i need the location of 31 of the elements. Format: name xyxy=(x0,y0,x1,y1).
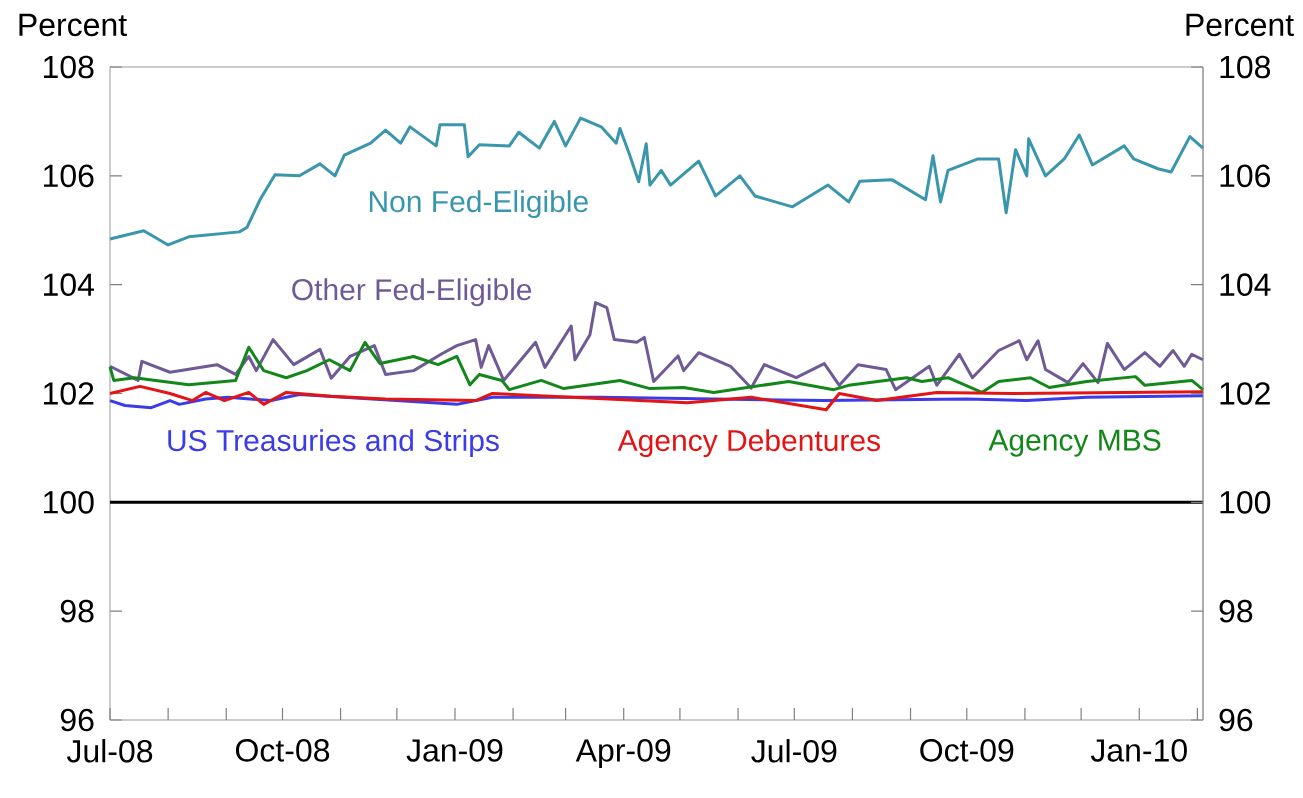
y-tick-label: 98 xyxy=(60,599,94,623)
y-tick-label: 108 xyxy=(44,55,94,79)
line-series xyxy=(108,340,1205,394)
x-tick-label: Oct-09 xyxy=(920,739,1014,762)
y-tick-label: 104 xyxy=(44,273,94,296)
x-tick-label: Apr-09 xyxy=(575,739,671,769)
y2-tick-label: 108 xyxy=(1220,55,1271,79)
y2-tick-label: 106 xyxy=(1220,164,1271,188)
series-label: Other Fed-Eligible xyxy=(292,278,532,307)
y-tick-label: 96 xyxy=(60,708,94,732)
x-tick-label: Oct-08 xyxy=(235,739,330,762)
series-label: Agency Debentures xyxy=(617,429,880,458)
x-tick-label: Jul-09 xyxy=(751,739,837,763)
y-tick-label: 106 xyxy=(44,164,94,188)
y2-tick-label: 102 xyxy=(1220,382,1270,405)
line-series xyxy=(108,116,1205,247)
y2-tick-label: 104 xyxy=(1220,273,1271,296)
line-series xyxy=(108,384,1205,412)
x-tick-label: Jan-10 xyxy=(1090,739,1187,762)
y-tick-label: 102 xyxy=(44,382,94,405)
x-tick-label: Jul-08 xyxy=(66,739,153,763)
y2-tick-label: 100 xyxy=(1220,491,1271,514)
y2-tick-label: 96 xyxy=(1219,708,1253,732)
y2-axis-title: Percent xyxy=(1186,13,1294,37)
y-axis-title: Percent xyxy=(19,13,127,37)
series-label: Agency MBS xyxy=(988,429,1161,457)
y2-tick-label: 98 xyxy=(1219,599,1253,623)
series-label: US Treasuries and Strips xyxy=(168,429,499,458)
series-label: Non Fed-Eligible xyxy=(369,190,588,219)
x-tick-label: Jan-09 xyxy=(406,739,503,762)
y-tick-label: 100 xyxy=(44,491,94,514)
